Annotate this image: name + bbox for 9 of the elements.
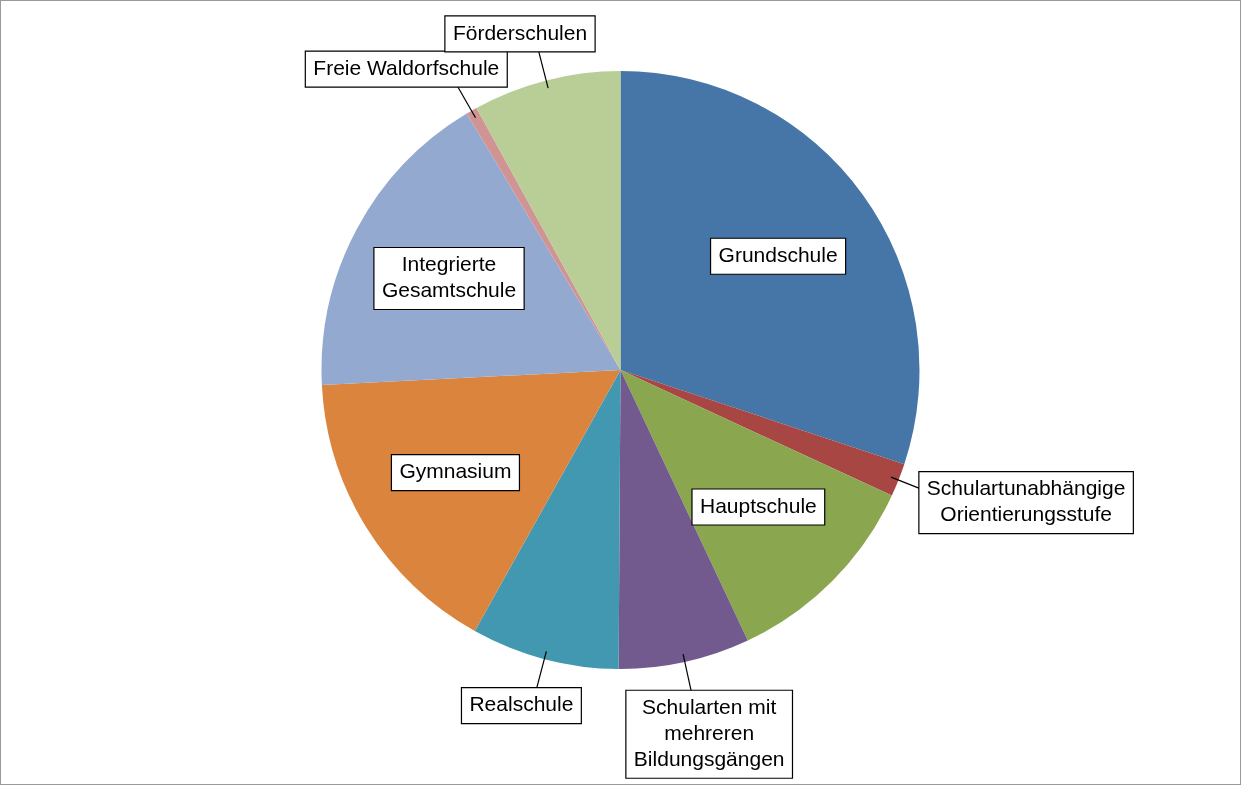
slice-label: Hauptschule xyxy=(699,493,817,517)
slice-label: Schulartunabhängige Orientierungsstufe xyxy=(926,476,1126,526)
slice-label: Förderschulen xyxy=(452,20,588,44)
slice-label: Realschule xyxy=(469,692,574,716)
slice-label: Integrierte Gesamtschule xyxy=(381,252,517,302)
slice-label: Gymnasium xyxy=(399,459,512,483)
slice-label: Grundschule xyxy=(718,243,838,267)
slice-label: Freie Waldorfschule xyxy=(313,55,500,79)
slice-label: Schularten mit mehreren Bildungsgängen xyxy=(633,695,785,771)
